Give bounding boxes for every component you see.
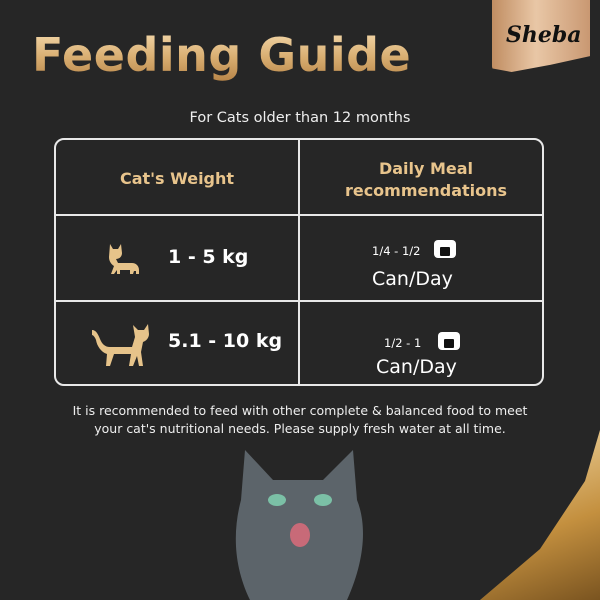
divider (56, 300, 542, 302)
can-icon (438, 332, 460, 350)
weight-value: 1 - 5 kg (168, 246, 249, 268)
header-weight: Cat's Weight (119, 169, 235, 188)
note-line: It is recommended to feed with other com… (72, 403, 528, 418)
large-cat-icon (92, 324, 149, 366)
can-icon (434, 240, 456, 258)
amount-value: 1/4 - 1/2 (372, 244, 421, 258)
cat-photo (235, 450, 363, 600)
unit-label: Can/Day (372, 268, 453, 290)
feeding-note: It is recommended to feed with other com… (0, 402, 600, 438)
note-line: your cat's nutritional needs. Please sup… (94, 421, 506, 436)
feeding-table: Cat's Weight Daily Meal recommendations … (54, 138, 544, 386)
gold-swoosh (480, 430, 600, 600)
small-cat-icon (109, 244, 139, 274)
divider (56, 214, 542, 216)
weight-value: 5.1 - 10 kg (168, 330, 283, 352)
unit-label: Can/Day (376, 356, 457, 378)
sheba-logo: Sheba (492, 0, 590, 72)
brand-text: Sheba (506, 22, 582, 48)
subtitle: For Cats older than 12 months (189, 110, 411, 126)
amount-value: 1/2 - 1 (384, 336, 422, 350)
page-title: Feeding Guide (32, 28, 412, 82)
divider (298, 140, 300, 384)
header-meal: Daily Meal recommendations (344, 159, 508, 200)
